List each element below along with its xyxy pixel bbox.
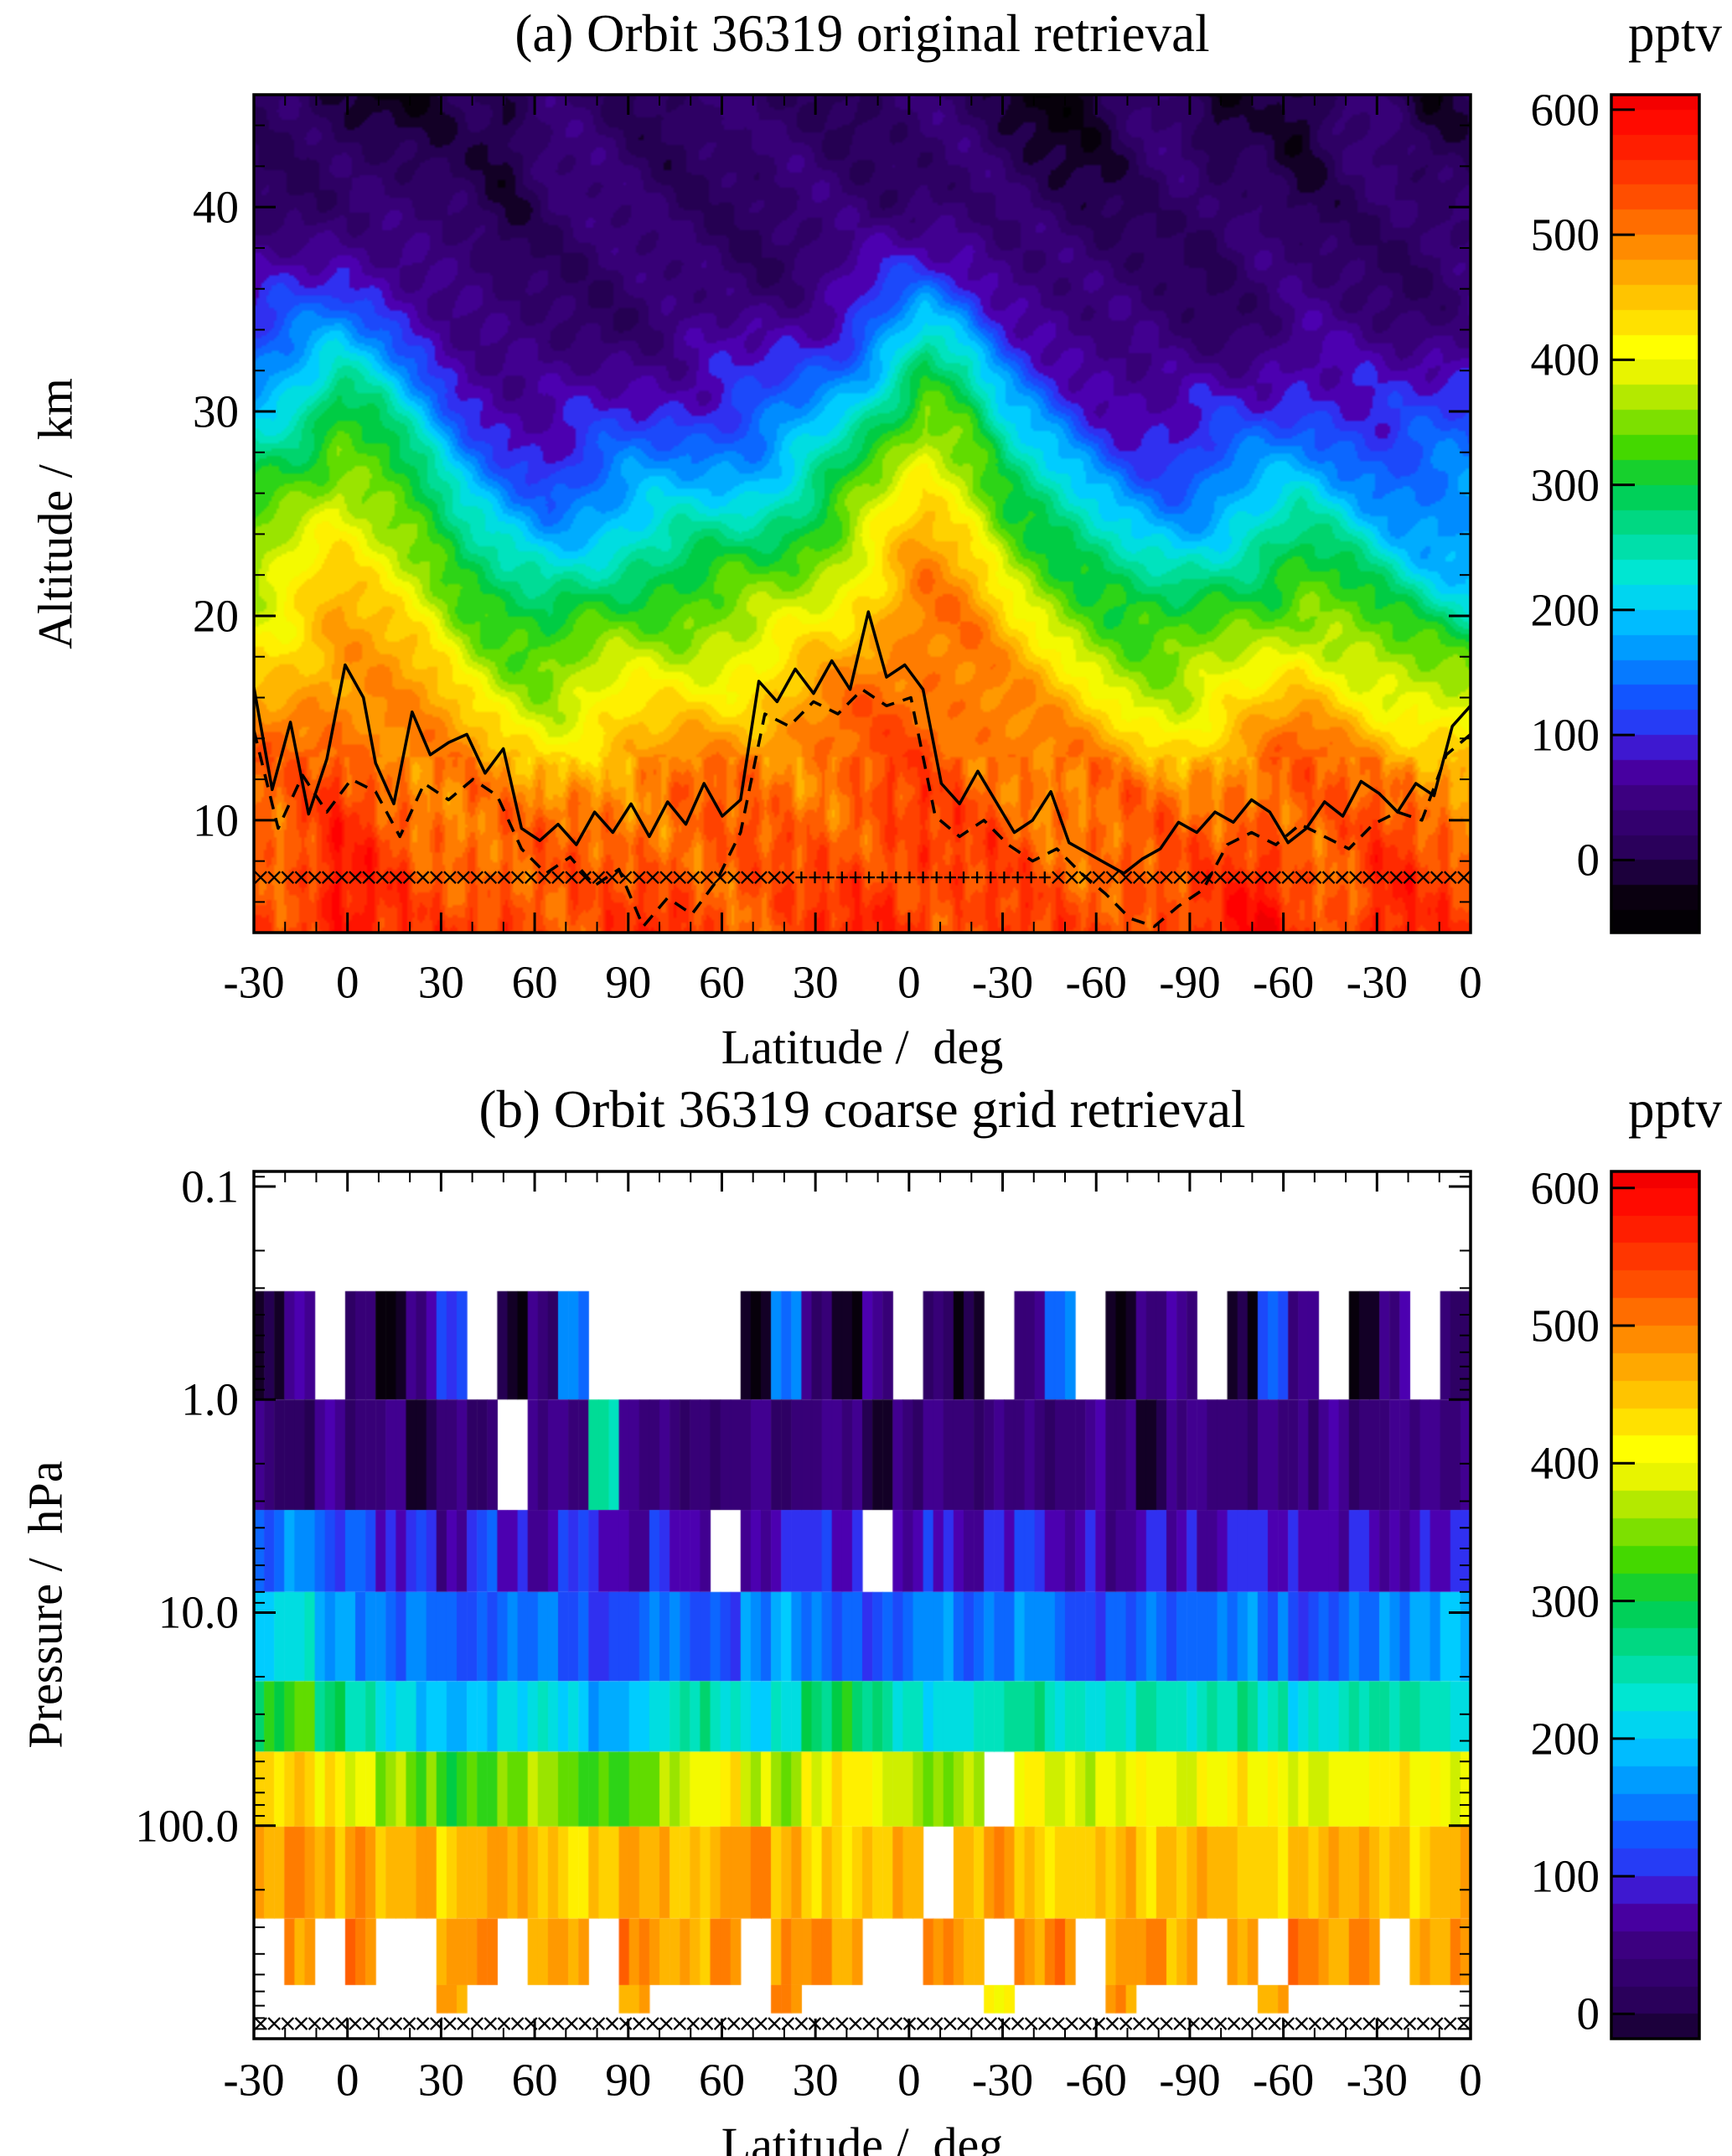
colorbar-a-tick-label: 300 (1530, 459, 1600, 511)
panel-b-x-tick-label: 0 (1459, 2054, 1482, 2106)
panel-a-y-tick-label: 10 (193, 794, 239, 846)
panel-b-x-tick-label: -30 (223, 2054, 285, 2106)
colorbar-a-tick-label: 500 (1530, 209, 1600, 261)
panel-b-x-tick-label: -30 (1346, 2054, 1408, 2106)
panel-a-x-tick-label: -90 (1159, 956, 1221, 1008)
colorbar-b-tick-label: 200 (1530, 1713, 1600, 1765)
panel-b-x-tick-label: 60 (698, 2054, 745, 2106)
colorbar-a-title: pptv (1627, 4, 1722, 63)
panel-b-y-tick-label: 0.1 (181, 1161, 239, 1212)
panel-b-x-tick-label: 60 (511, 2054, 558, 2106)
panel-b-x-tick-label: 0 (897, 2054, 921, 2106)
panel-a-x-tick-label: 0 (1459, 956, 1482, 1008)
colorbar-b-tick-label: 400 (1530, 1437, 1600, 1489)
panel-b-title: (b) Orbit 36319 coarse grid retrieval (478, 1080, 1246, 1139)
colorbar-b-tick-label: 600 (1530, 1162, 1600, 1214)
panel-a-x-tick-label: 90 (605, 956, 652, 1008)
panel-b-y-tick-label: 100.0 (135, 1800, 239, 1852)
panel-a-x-tick-label: 30 (792, 956, 839, 1008)
panel-a-x-tick-label: 60 (511, 956, 558, 1008)
panel-a-y-tick-label: 30 (193, 385, 239, 437)
panel-a-y-tick-label: 40 (193, 181, 239, 233)
panel-b-x-tick-label: 0 (335, 2054, 359, 2106)
colorbar-a-tick-label: 400 (1530, 333, 1600, 385)
panel-a-x-tick-label: -60 (1252, 956, 1315, 1008)
panel-b-x-tick-label: 90 (605, 2054, 652, 2106)
panel-b-y-tick-label: 10.0 (158, 1586, 239, 1638)
panel-a-x-tick-label: -30 (971, 956, 1034, 1008)
colorbar-a-tick-label: 0 (1576, 834, 1600, 886)
panel-a-title: (a) Orbit 36319 original retrieval (514, 4, 1210, 63)
panel-a-x-tick-label: -30 (223, 956, 285, 1008)
panel-b-y-tick-label: 1.0 (181, 1373, 239, 1425)
colorbar-a-tick-label: 200 (1530, 584, 1600, 636)
colorbar-a-tick-label: 100 (1530, 709, 1600, 761)
panel-a-xlabel: Latitude / deg (721, 1020, 1004, 1074)
panel-b-x-tick-label: -60 (1252, 2054, 1315, 2106)
panel-b-x-tick-label: -60 (1065, 2054, 1127, 2106)
colorbar-b-tick-label: 300 (1530, 1575, 1600, 1627)
panel-a-x-tick-label: 30 (417, 956, 464, 1008)
colorbar-b-canvas (1611, 1171, 1699, 2039)
colorbar-b-tick-label: 0 (1576, 1988, 1600, 2040)
panel-a-x-tick-label: 0 (335, 956, 359, 1008)
colorbar-b-tick-label: 500 (1530, 1300, 1600, 1352)
panel-a-y-tick-label: 20 (193, 590, 239, 642)
panel-b-x-tick-label: 30 (792, 2054, 839, 2106)
colorbar-b-tick-label: 100 (1530, 1850, 1600, 1902)
panel-b-xlabel: Latitude / deg (721, 2117, 1004, 2156)
panel-b-x-tick-label: -30 (971, 2054, 1034, 2106)
colorbar-a-tick-label: 600 (1530, 84, 1600, 136)
panel-b-heatmap-canvas (254, 1171, 1471, 2039)
panel-a-x-tick-label: -30 (1346, 956, 1408, 1008)
panel-a-heatmap-canvas (254, 95, 1471, 933)
panel-a-x-tick-label: 60 (698, 956, 745, 1008)
colorbar-b-title: pptv (1627, 1080, 1722, 1139)
panel-a-x-tick-label: -60 (1065, 956, 1127, 1008)
panel-a-x-tick-label: 0 (897, 956, 921, 1008)
panel-b-x-tick-label: -90 (1159, 2054, 1221, 2106)
panel-b-x-tick-label: 30 (417, 2054, 464, 2106)
